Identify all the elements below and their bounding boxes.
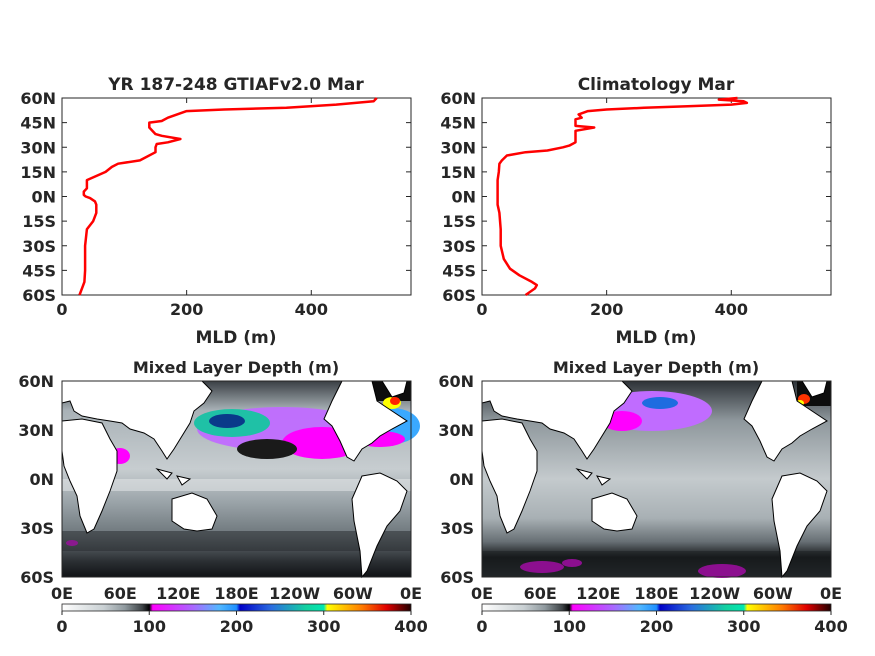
panel3-xtick-label: 60E <box>104 584 137 603</box>
panel1-xlabel: MLD (m) <box>195 328 276 348</box>
panel3-xtick-label: 180E <box>214 584 258 603</box>
colorbar-left <box>61 603 412 612</box>
panel1-ytick-label: 30N <box>20 138 56 157</box>
panel1-ytick-label: 60N <box>20 89 56 108</box>
panel1-ytick-label: 60S <box>22 286 56 305</box>
panel1-ytick-label: 15S <box>22 212 56 231</box>
panel3-xtick-label: 120E <box>156 584 200 603</box>
colorbar-tick-label: 100 <box>553 617 586 636</box>
panel3-ytick-label: 30S <box>20 519 54 538</box>
panel2-ytick-label: 30S <box>442 237 476 256</box>
panel4-ytick-label: 30S <box>440 519 474 538</box>
panel3-xtick-label: 0E <box>400 584 422 603</box>
colorbar-tick-label: 300 <box>307 617 340 636</box>
panel2-ytick-label: 15S <box>442 212 476 231</box>
panel3-ytick-label: 30N <box>18 421 54 440</box>
colorbar-tick-label: 0 <box>476 617 487 636</box>
colorbar-tick-label: 100 <box>133 617 166 636</box>
panel3-map <box>61 380 420 578</box>
panel4-title: Mixed Layer Depth (m) <box>553 358 759 377</box>
panel1-frame <box>61 97 412 296</box>
panel2-ytick-label: 45S <box>442 261 476 280</box>
panel1-ytick-label: 45S <box>22 261 56 280</box>
panel3-title: Mixed Layer Depth (m) <box>133 358 339 377</box>
panel2-ytick-label: 30N <box>440 138 476 157</box>
panel1-title: YR 187-248 GTIAFv2.0 Mar <box>107 75 364 95</box>
colorbar-tick-label: 400 <box>814 617 847 636</box>
panel2-xlabel: MLD (m) <box>615 328 696 348</box>
panel2-ytick-label: 45N <box>440 114 476 133</box>
panel4-ytick-label: 30N <box>438 421 474 440</box>
panel1-ytick-label: 0N <box>31 188 56 207</box>
panel4-xtick-label: 120E <box>576 584 620 603</box>
panel1-ytick-label: 30S <box>22 237 56 256</box>
panel4-xtick-label: 60W <box>753 584 793 603</box>
panel4-ytick-label: 60N <box>438 372 474 391</box>
panel4-map <box>481 380 832 578</box>
panel1-series-line <box>78 97 378 296</box>
colorbar-ticks: 0 100 200 300 400 0 100 200 300 400 <box>56 611 848 636</box>
panel2-xtick-label: 0 <box>476 300 487 319</box>
panel1-ytick-label: 45N <box>20 114 56 133</box>
panel3-ytick-label: 60N <box>18 372 54 391</box>
panel2-ytick-label: 0N <box>451 188 476 207</box>
colorbar-tick-label: 0 <box>56 617 67 636</box>
panel3-xtick-label: 0E <box>51 584 73 603</box>
panel4-xtick-label: 0E <box>471 584 493 603</box>
panel2-title: Climatology Mar <box>578 75 735 95</box>
panel2-xtick-label: 400 <box>715 300 748 319</box>
panel3-ytick-label: 0N <box>29 470 54 489</box>
panel2-ytick-label: 15N <box>440 163 476 182</box>
colorbar-tick-label: 400 <box>394 617 427 636</box>
panel2-ytick-label: 60N <box>440 89 476 108</box>
panel4-ytick-label: 0N <box>449 470 474 489</box>
panel3-xtick-label: 60W <box>333 584 373 603</box>
panel2-ytick-label: 60S <box>442 286 476 305</box>
panel3-xtick-label: 120W <box>269 584 320 603</box>
panel2-xtick-label: 200 <box>590 300 623 319</box>
panel4-xtick-label: 180E <box>634 584 678 603</box>
panel3-ytick-label: 60S <box>20 568 54 587</box>
panel1-xtick-label: 200 <box>170 300 203 319</box>
panel1-xtick-label: 400 <box>295 300 328 319</box>
colorbar-right <box>481 603 832 612</box>
panel1-ytick-label: 15N <box>20 163 56 182</box>
panel1-xtick-label: 0 <box>56 300 67 319</box>
panel4-xtick-label: 120W <box>689 584 740 603</box>
colorbar-tick-label: 200 <box>220 617 253 636</box>
panel2-series-line <box>496 96 749 297</box>
panel4-ytick-label: 60S <box>440 568 474 587</box>
panel4-xtick-label: 0E <box>820 584 842 603</box>
colorbar-tick-label: 300 <box>727 617 760 636</box>
panel2-frame <box>481 97 832 296</box>
colorbar-tick-label: 200 <box>640 617 673 636</box>
panel4-xtick-label: 60E <box>524 584 557 603</box>
